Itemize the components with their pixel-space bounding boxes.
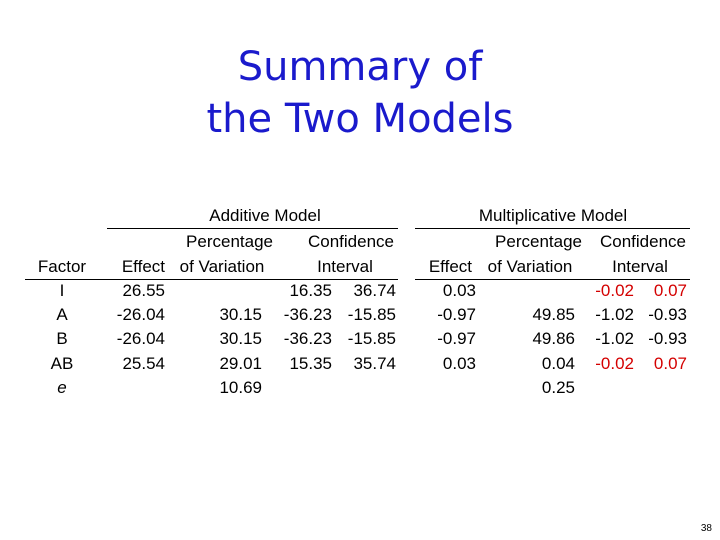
table-cell: 0.04: [541, 354, 575, 373]
rule: [25, 279, 398, 280]
table-cell: 0.07: [653, 281, 687, 300]
table-cell: 29.01: [219, 354, 262, 373]
column-header: of Variation: [179, 257, 265, 276]
table-cell: -36.23: [283, 305, 332, 324]
title-line: the Two Models: [206, 96, 514, 142]
table-cell: 0.03: [442, 354, 476, 373]
rule: [415, 228, 690, 229]
column-header: of Variation: [487, 257, 573, 276]
table-cell: -0.93: [648, 305, 687, 324]
table-cell: -36.23: [283, 329, 332, 348]
table-cell: 30.15: [219, 305, 262, 324]
table-cell: 25.54: [122, 354, 165, 373]
title-line: Summary of: [237, 44, 483, 90]
column-header: Percentage: [186, 232, 273, 251]
column-header: Confidence: [307, 232, 394, 251]
column-header: Factor: [37, 257, 87, 276]
column-header: Percentage: [495, 232, 582, 251]
factor-label: AB: [50, 354, 74, 373]
table-cell: 0.25: [541, 378, 575, 397]
table-cell: 10.69: [219, 378, 262, 397]
factor-label: e: [57, 378, 67, 397]
table-cell: -26.04: [116, 305, 165, 324]
page-number: 38: [700, 523, 712, 534]
table-cell: 36.74: [353, 281, 396, 300]
table-cell: 49.85: [532, 305, 575, 324]
column-header: Confidence: [599, 232, 686, 251]
table-cell: -0.97: [437, 329, 476, 348]
table-cell: 30.15: [219, 329, 262, 348]
table-cell: 35.74: [353, 354, 396, 373]
table-cell: 26.55: [122, 281, 165, 300]
table-cell: 16.35: [289, 281, 332, 300]
table-cell: 0.03: [442, 281, 476, 300]
table-cell: -0.02: [595, 281, 634, 300]
group-header: Multiplicative Model: [478, 206, 628, 225]
column-header: Interval: [612, 257, 668, 276]
factor-label: I: [59, 281, 65, 300]
column-header: Interval: [317, 257, 373, 276]
column-header: Effect: [428, 257, 472, 276]
factor-label: B: [56, 329, 68, 348]
rule: [415, 279, 690, 280]
table-cell: -0.02: [595, 354, 634, 373]
table-cell: -0.97: [437, 305, 476, 324]
table-cell: -26.04: [116, 329, 165, 348]
factor-label: A: [56, 305, 68, 324]
table-cell: -1.02: [595, 329, 634, 348]
table-cell: 49.86: [532, 329, 575, 348]
rule: [107, 228, 398, 229]
table-cell: -15.85: [347, 329, 396, 348]
table-cell: -15.85: [347, 305, 396, 324]
table-cell: 15.35: [289, 354, 332, 373]
column-header: Effect: [121, 257, 165, 276]
table-cell: -0.93: [648, 329, 687, 348]
group-header: Additive Model: [209, 206, 321, 225]
table-cell: -1.02: [595, 305, 634, 324]
table-cell: 0.07: [653, 354, 687, 373]
